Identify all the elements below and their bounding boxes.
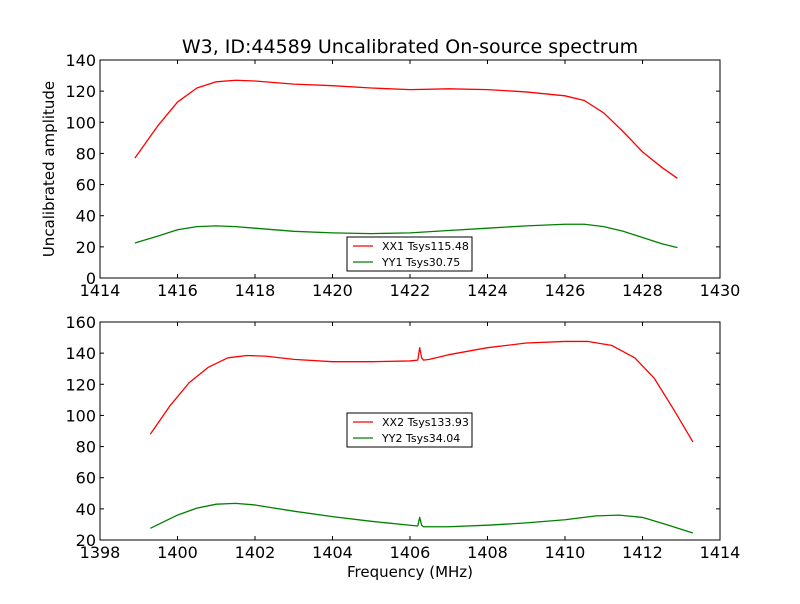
chart-panel-1: 1414 1416 1418 1420 1422 1424 1426 1428 1430 0 20 4… bbox=[40, 51, 740, 300]
y-tick-label: 120 bbox=[65, 375, 96, 394]
y-tick-label: 20 bbox=[76, 238, 96, 257]
y-tick-label: 140 bbox=[65, 344, 96, 363]
y-tick-label: 100 bbox=[65, 406, 96, 425]
x-tick-label: 1412 bbox=[622, 543, 663, 562]
x-tick-label: 1430 bbox=[700, 281, 741, 300]
x-tick-label: 1410 bbox=[545, 543, 586, 562]
y-axis-label: Uncalibrated amplitude bbox=[40, 81, 58, 257]
y-tick-label: 40 bbox=[76, 500, 96, 519]
x-tick-label: 1398 bbox=[80, 543, 121, 562]
legend-box bbox=[346, 236, 473, 272]
y-tick-label: 40 bbox=[76, 207, 96, 226]
series-line-2-2 bbox=[150, 502, 694, 534]
legend-1: XX1 Tsys115.48 YY1 Tsys30.75 bbox=[346, 236, 473, 272]
y-tick-label: 140 bbox=[65, 51, 96, 70]
x-tick-label: 1424 bbox=[467, 281, 508, 300]
x-tick-label: 1420 bbox=[312, 281, 353, 300]
y-tick-label: 120 bbox=[65, 82, 96, 101]
x-tick-label: 1404 bbox=[312, 543, 353, 562]
legend-label-2: YY2 Tsys34.04 bbox=[381, 432, 460, 445]
x-axis-label: Frequency (MHz) bbox=[347, 563, 473, 581]
x-tick-label: 1418 bbox=[235, 281, 276, 300]
x-tick-label: 1402 bbox=[235, 543, 276, 562]
x-tick-label: 1414 bbox=[80, 281, 121, 300]
y-tick-label: 60 bbox=[76, 469, 96, 488]
x-tick-label: 1416 bbox=[157, 281, 198, 300]
y-tick-label: 0 bbox=[86, 269, 96, 288]
y-tick-label: 100 bbox=[65, 113, 96, 132]
y-tick-label: 160 bbox=[65, 313, 96, 332]
y-tick-label: 80 bbox=[76, 438, 96, 457]
x-tick-label: 1428 bbox=[622, 281, 663, 300]
x-tick-label: 1400 bbox=[157, 543, 198, 562]
y-tick-label: 60 bbox=[76, 176, 96, 195]
x-tick-label: 1426 bbox=[545, 281, 586, 300]
legend-box bbox=[346, 412, 473, 448]
x-tick-label: 1406 bbox=[390, 543, 431, 562]
series-line-2-1 bbox=[149, 340, 694, 443]
legend-2: XX2 Tsys133.93 YY2 Tsys34.04 bbox=[346, 412, 473, 448]
x-tick-label: 1414 bbox=[700, 543, 741, 562]
x-tick-label: 1408 bbox=[467, 543, 508, 562]
chart-title: W3, ID:44589 Uncalibrated On-source spec… bbox=[182, 36, 638, 58]
chart-panel-2: 1398 1400 1402 1404 1406 1408 1410 1412 1414 20 40… bbox=[65, 313, 740, 581]
legend-label-1: XX1 Tsys115.48 bbox=[382, 240, 469, 253]
legend-label-2: YY1 Tsys30.75 bbox=[381, 256, 460, 269]
series-line-1-2 bbox=[134, 223, 678, 249]
legend-label-1: XX2 Tsys133.93 bbox=[382, 416, 469, 429]
x-tick-label: 1422 bbox=[390, 281, 431, 300]
y-tick-label: 20 bbox=[76, 531, 96, 550]
series-line-1-1 bbox=[134, 79, 678, 179]
y-tick-label: 80 bbox=[76, 144, 96, 163]
